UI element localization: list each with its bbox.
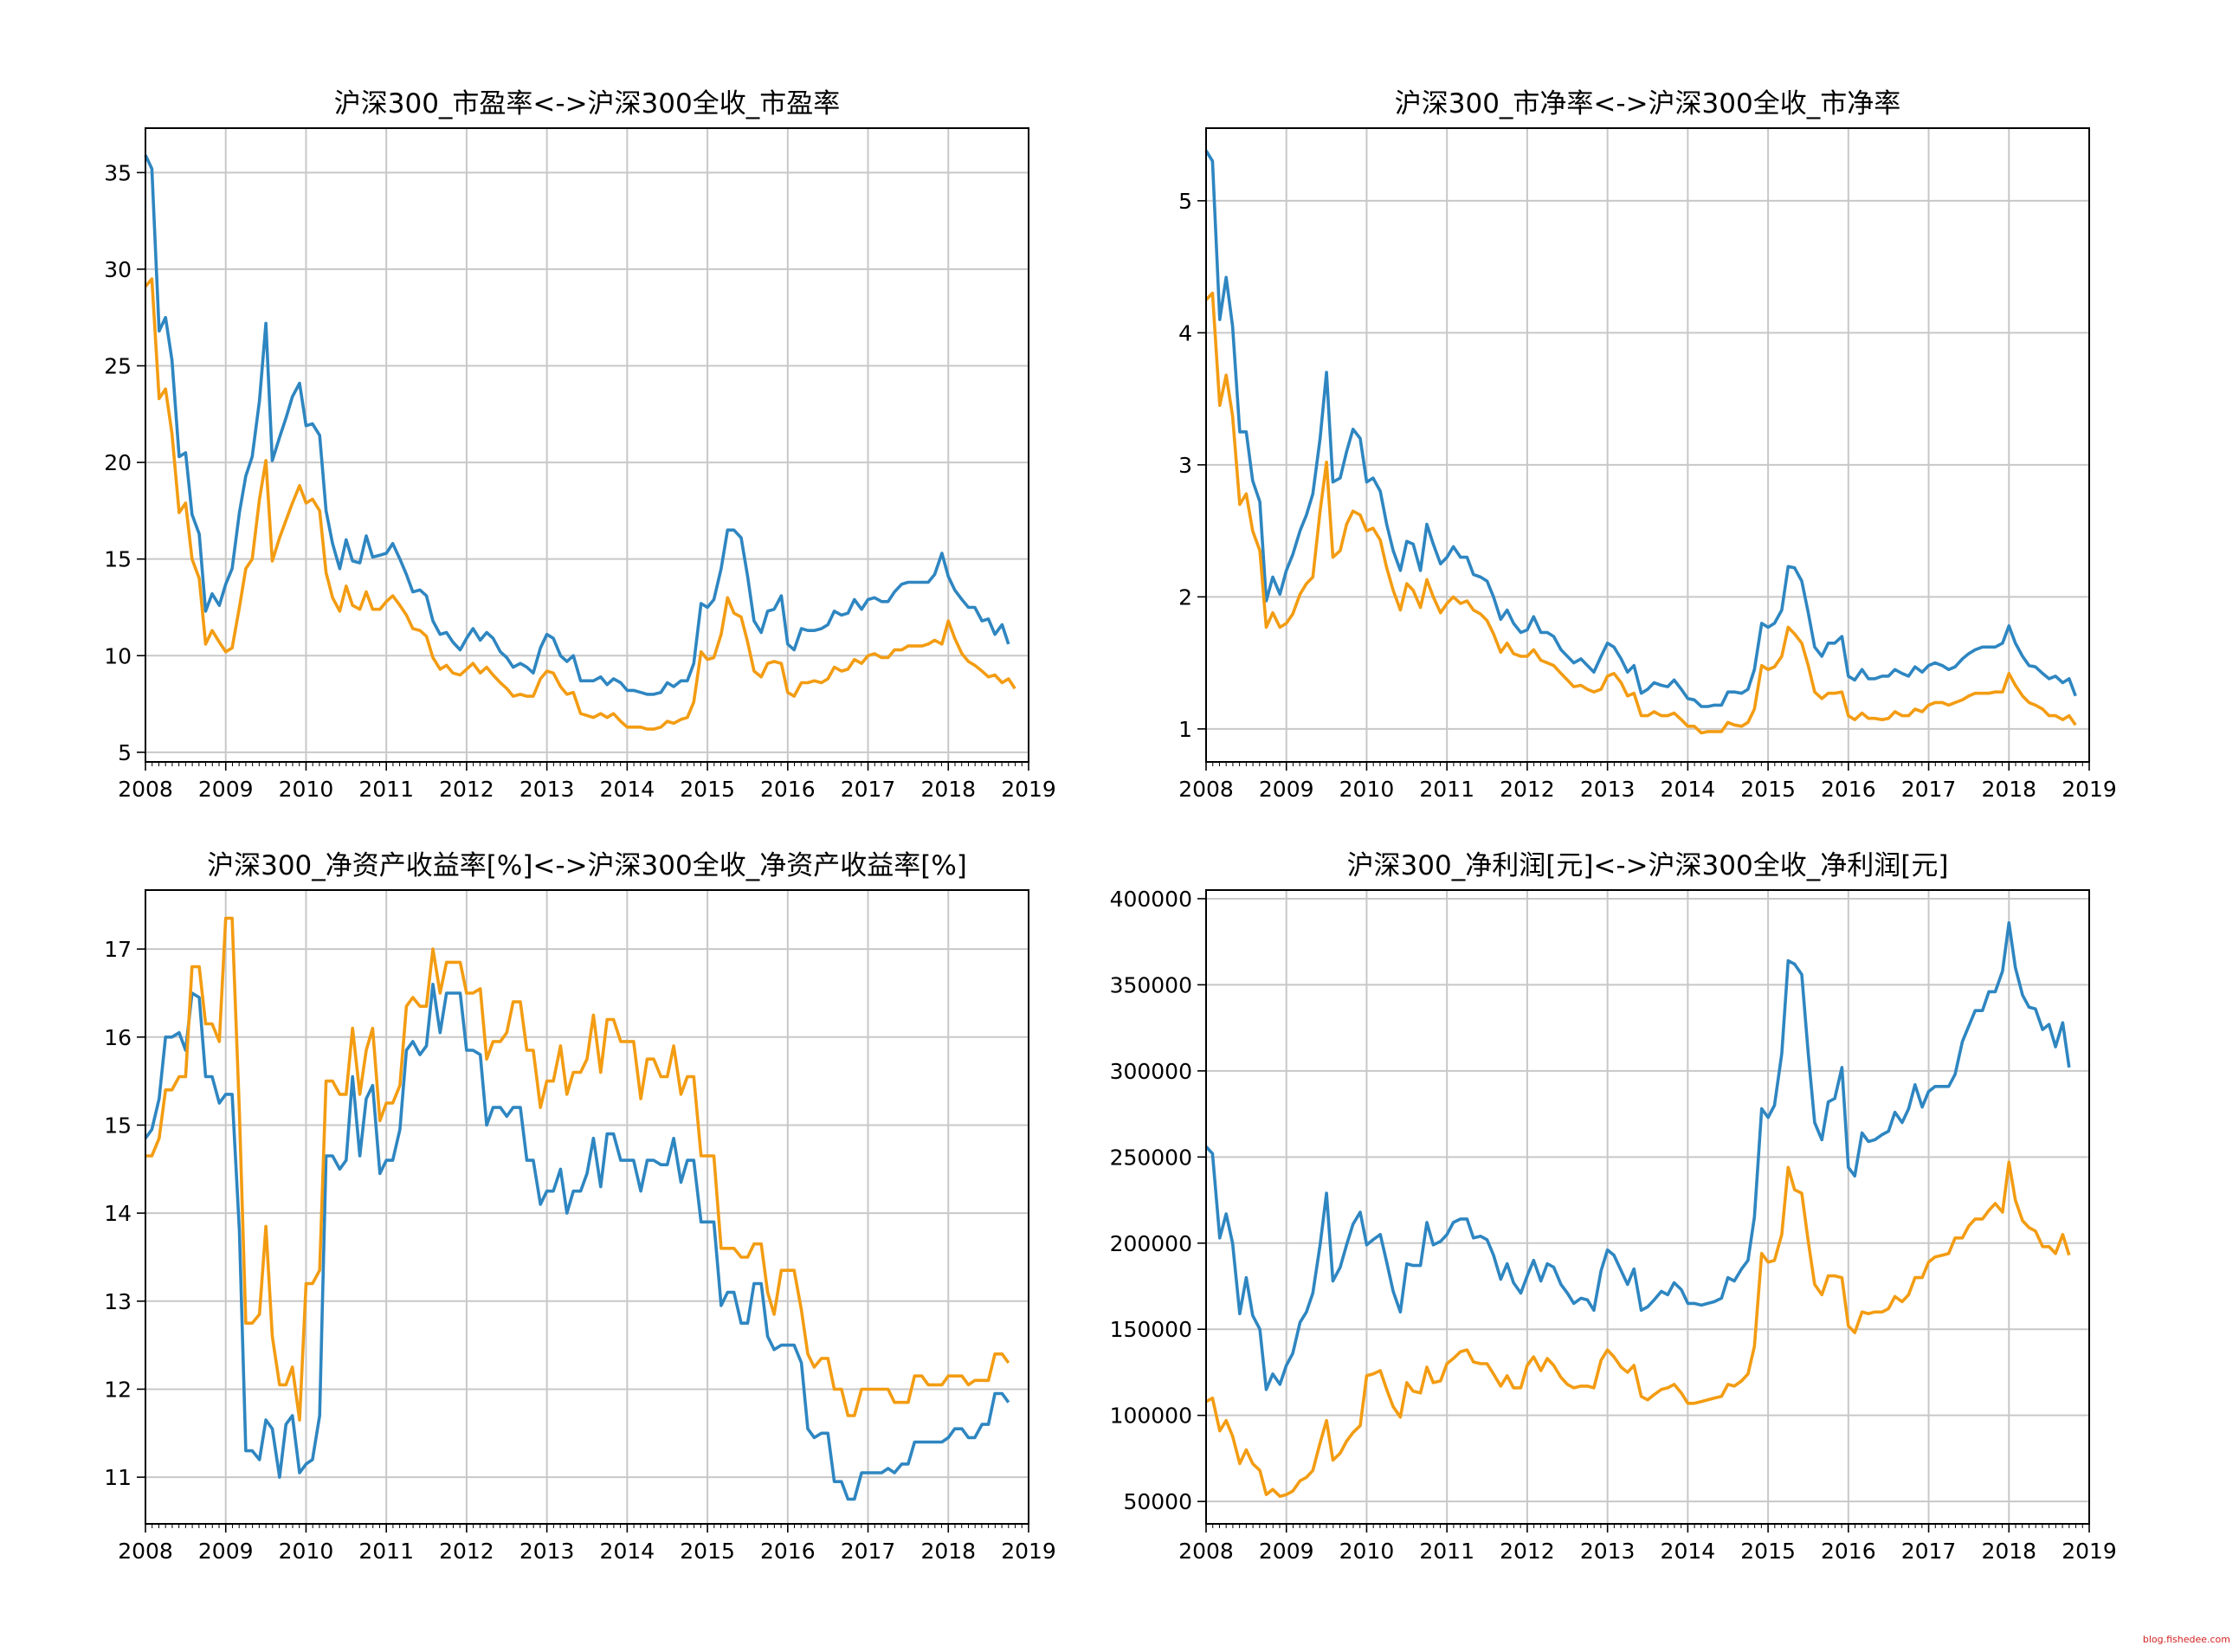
x-tick-label: 2011 (1419, 1539, 1474, 1564)
x-tick-label: 2010 (279, 1539, 334, 1564)
x-tick-label: 2017 (841, 1539, 896, 1564)
x-tick-label: 2009 (1259, 1539, 1314, 1564)
y-tick-label: 150000 (1110, 1317, 1192, 1342)
y-tick-label: 25 (104, 354, 132, 379)
y-tick-label: 11 (104, 1465, 132, 1490)
x-tick-label: 2011 (1419, 777, 1474, 802)
y-tick-label: 12 (104, 1377, 132, 1402)
y-tick-label: 15 (104, 1113, 132, 1138)
y-tick-label: 250000 (1110, 1145, 1192, 1170)
y-tick-label: 30 (104, 257, 132, 282)
y-tick-label: 2 (1178, 584, 1192, 610)
y-tick-label: 1 (1178, 717, 1192, 742)
series-line-hs300 (1204, 149, 2077, 708)
x-tick-label: 2017 (841, 777, 896, 802)
x-tick-label: 2010 (279, 777, 334, 802)
x-tick-label: 2016 (1821, 777, 1876, 802)
x-tick-label: 2010 (1339, 777, 1395, 802)
plot-frame (1205, 889, 2090, 1525)
y-tick-label: 3 (1178, 453, 1192, 478)
series-line-hs300-total-return (144, 277, 1016, 731)
x-tick-label: 2008 (1178, 1539, 1234, 1564)
chart-title: 沪深300_市净率<->沪深300全收_市净率 (1395, 88, 1900, 119)
y-tick-label: 20 (104, 450, 132, 475)
chart-pb-ratio: 2008 2009 2010 2011 2012 2013 2014 2015 2016 2017… (1178, 88, 2117, 802)
x-tick-label: 2009 (1259, 777, 1314, 802)
plot-frame (145, 889, 1029, 1525)
x-tick-label: 2008 (118, 777, 173, 802)
x-tick-label: 2018 (1981, 1539, 2036, 1564)
x-tick-label: 2012 (439, 1539, 494, 1564)
y-tick-label: 15 (104, 547, 132, 572)
x-tick-label: 2019 (2062, 777, 2117, 802)
y-tick-label: 50000 (1123, 1489, 1192, 1514)
x-tick-label: 2013 (1580, 1539, 1636, 1564)
y-tick-label: 10 (104, 643, 132, 668)
y-tick-label: 35 (104, 160, 132, 185)
y-tick-label: 5 (118, 740, 132, 765)
x-tick-label: 2016 (760, 777, 816, 802)
x-tick-label: 2019 (2062, 1539, 2117, 1564)
x-tick-label: 2011 (358, 777, 414, 802)
series-line-hs300 (144, 154, 1010, 696)
x-tick-label: 2012 (1500, 777, 1555, 802)
x-tick-label: 2014 (1661, 1539, 1716, 1564)
chart-title: 沪深300_市盈率<->沪深300全收_市盈率 (334, 88, 840, 119)
x-tick-label: 2014 (600, 1539, 655, 1564)
x-tick-label: 2018 (1981, 777, 2036, 802)
y-tick-label: 14 (104, 1201, 132, 1226)
x-tick-label: 2013 (1580, 777, 1636, 802)
series-line-hs300 (144, 983, 1010, 1501)
series-line-hs300-total-return (145, 916, 1010, 1422)
x-tick-label: 2008 (1178, 777, 1234, 802)
y-tick-label: 400000 (1110, 887, 1192, 912)
watermark-text: blog.fishedee.com (2142, 1634, 2230, 1645)
plot-frame (145, 127, 1029, 763)
x-tick-label: 2019 (1001, 1539, 1056, 1564)
x-tick-label: 2013 (519, 1539, 575, 1564)
y-tick-label: 350000 (1110, 972, 1192, 997)
x-tick-label: 2017 (1901, 1539, 1957, 1564)
x-tick-label: 2011 (358, 1539, 414, 1564)
x-tick-label: 2010 (1339, 1539, 1395, 1564)
x-tick-label: 2008 (118, 1539, 173, 1564)
x-tick-label: 2012 (1500, 1539, 1555, 1564)
x-tick-label: 2014 (1661, 777, 1716, 802)
x-tick-label: 2016 (1821, 1539, 1876, 1564)
x-tick-label: 2009 (198, 1539, 254, 1564)
x-tick-label: 2009 (198, 777, 254, 802)
x-tick-label: 2018 (920, 777, 976, 802)
y-tick-label: 100000 (1110, 1404, 1192, 1429)
x-tick-label: 2013 (519, 777, 575, 802)
x-tick-label: 2012 (439, 777, 494, 802)
series-line-hs300-total-return (1204, 291, 2077, 735)
x-tick-label: 2015 (1740, 1539, 1796, 1564)
x-tick-label: 2015 (1740, 777, 1796, 802)
y-tick-label: 300000 (1110, 1059, 1192, 1084)
chart-roe: 2008 2009 2010 2011 2012 2013 2014 2015 2016 2017… (104, 850, 1056, 1564)
y-tick-label: 200000 (1110, 1231, 1192, 1256)
x-tick-label: 2015 (680, 777, 735, 802)
x-tick-label: 2019 (1001, 777, 1056, 802)
x-tick-label: 2018 (920, 1539, 976, 1564)
x-tick-label: 2014 (600, 777, 655, 802)
plot-frame (1205, 127, 2090, 763)
x-tick-label: 2015 (680, 1539, 735, 1564)
series-line-hs300-total-return (1205, 1160, 2071, 1498)
x-tick-label: 2017 (1901, 777, 1957, 802)
chart-title: 沪深300_净资产收益率[%]<->沪深300全收_净资产收益率[%] (207, 850, 967, 881)
chart-title: 沪深300_净利润[元]<->沪深300全收_净利润[元] (1347, 850, 1949, 881)
y-tick-label: 13 (104, 1289, 132, 1314)
x-tick-label: 2016 (760, 1539, 816, 1564)
y-tick-label: 17 (104, 937, 132, 962)
y-tick-label: 5 (1178, 189, 1192, 214)
chart-net-profit: 2008 2009 2010 2011 2012 2013 2014 2015 2016 2017… (1110, 850, 2117, 1564)
y-tick-label: 16 (104, 1025, 132, 1050)
series-line-hs300 (1204, 921, 2071, 1391)
y-tick-label: 4 (1178, 320, 1192, 345)
chart-pe-ratio: 2008 2009 2010 2011 2012 2013 2014 2015 2016 2017… (104, 88, 1056, 802)
